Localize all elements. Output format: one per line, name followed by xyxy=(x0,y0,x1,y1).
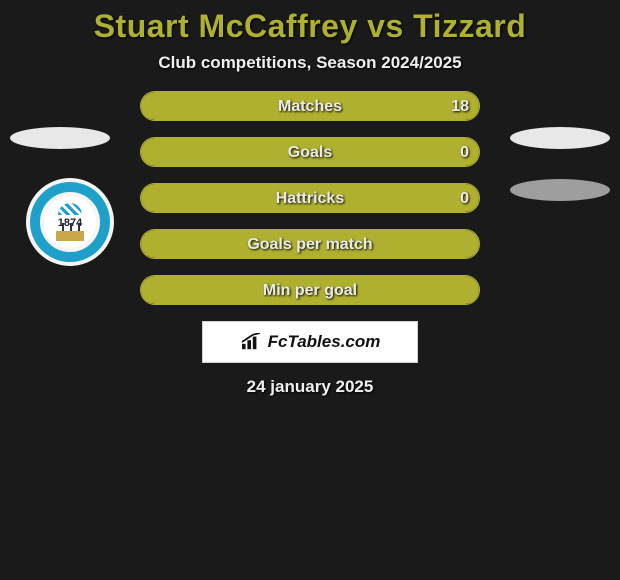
stat-row-matches: Matches 18 xyxy=(140,91,480,121)
soccer-icon xyxy=(58,203,82,215)
brand-box: FcTables.com xyxy=(202,321,418,363)
player-right-shape-1 xyxy=(510,127,610,149)
player-left-shape xyxy=(10,127,110,149)
stat-row-goals-per-match: Goals per match xyxy=(140,229,480,259)
stat-value: 18 xyxy=(409,92,469,121)
stat-row-min-per-goal: Min per goal xyxy=(140,275,480,305)
comparison-card: Stuart McCaffrey vs Tizzard Club competi… xyxy=(0,0,620,580)
stat-label: Goals per match xyxy=(141,230,479,259)
stat-value: 0 xyxy=(409,184,469,213)
brand-text: FcTables.com xyxy=(268,332,381,352)
bar-chart-icon xyxy=(240,333,262,351)
ship-icon xyxy=(56,231,84,241)
player-right-shape-2 xyxy=(510,179,610,201)
date-text: 24 january 2025 xyxy=(0,377,620,397)
stat-label: Min per goal xyxy=(141,276,479,305)
subtitle: Club competitions, Season 2024/2025 xyxy=(0,53,620,73)
stat-value: 0 xyxy=(409,138,469,167)
page-title: Stuart McCaffrey vs Tizzard xyxy=(0,8,620,45)
club-badge: 1874 xyxy=(26,178,114,266)
stat-row-hattricks: Hattricks 0 xyxy=(140,183,480,213)
stats-rows: Matches 18 Goals 0 Hattricks 0 Goals per… xyxy=(140,91,480,305)
stat-row-goals: Goals 0 xyxy=(140,137,480,167)
